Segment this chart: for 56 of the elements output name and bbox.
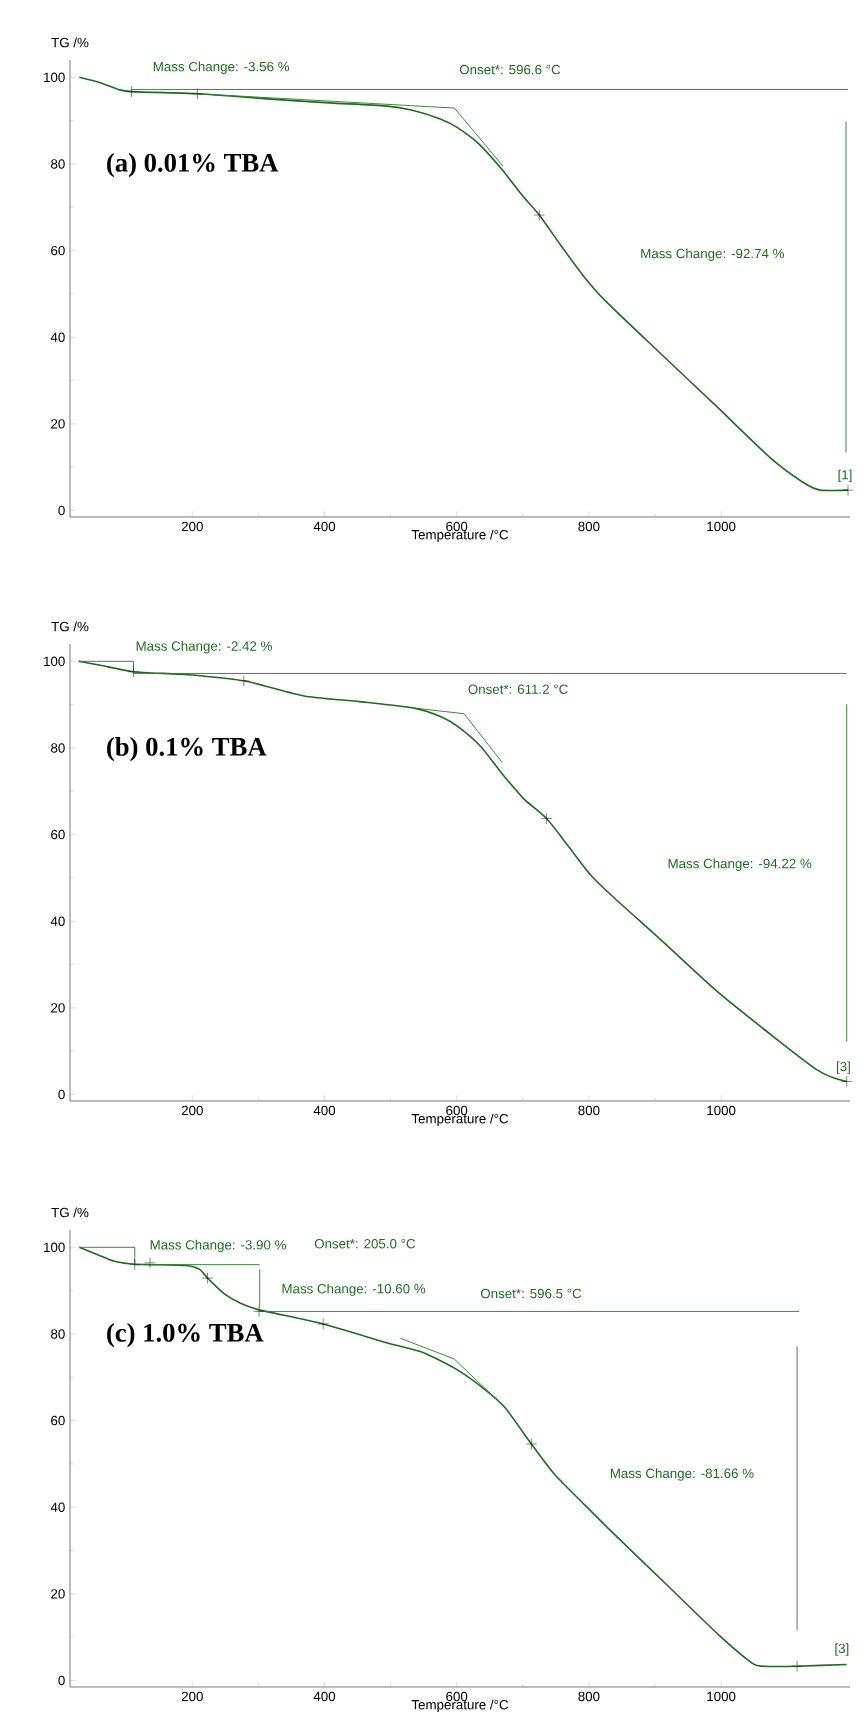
x-tick-label: 1000 bbox=[707, 521, 736, 532]
annotation: Mass Change: -81.66 % bbox=[610, 1468, 754, 1481]
annotation: Onset*: 596.5 °C bbox=[480, 1288, 582, 1299]
x-tick-label: 1000 bbox=[707, 1691, 736, 1702]
x-tick-label: 800 bbox=[578, 1691, 600, 1702]
annotation: Onset*: 596.6 °C bbox=[459, 64, 561, 75]
y-axis-title: TG /% bbox=[51, 621, 89, 632]
y-tick-label: 0 bbox=[58, 1675, 65, 1686]
x-tick-label: 600 bbox=[446, 1105, 468, 1116]
y-tick-label: 60 bbox=[51, 1415, 65, 1426]
y-tick-label: 100 bbox=[44, 1242, 65, 1253]
x-tick-label: 1000 bbox=[707, 1105, 736, 1116]
annotation: Mass Change: -3.56 % bbox=[153, 61, 290, 74]
annotation: Mass Change: -94.22 % bbox=[668, 858, 812, 871]
x-axis-title: Temperature /°C bbox=[411, 1699, 509, 1713]
annotation: Mass Change: -2.42 % bbox=[136, 640, 272, 654]
text: (b) 0.1% TBA bbox=[107, 737, 267, 762]
y-tick-label: 40 bbox=[50, 916, 65, 926]
annotation: Mass Change: -3.90 % bbox=[150, 1239, 286, 1253]
x-tick-label: 400 bbox=[313, 521, 336, 532]
x-tick-label: 600 bbox=[446, 1691, 468, 1702]
y-tick-label: 100 bbox=[44, 656, 65, 667]
x-tick-label: 200 bbox=[181, 521, 203, 532]
annotation: Mass Change: -92.74 % bbox=[641, 248, 785, 261]
y-tick-label: 20 bbox=[51, 419, 65, 429]
annotation: [3] bbox=[835, 1643, 849, 1656]
x-tick-label: 800 bbox=[578, 521, 600, 532]
x-tick-label: 200 bbox=[181, 1105, 203, 1116]
y-tick-label: 60 bbox=[51, 245, 65, 256]
x-tick-label: 200 bbox=[181, 1691, 203, 1702]
y-tick-label: 0 bbox=[58, 505, 65, 516]
y-tick-label: 80 bbox=[51, 159, 65, 169]
annotation: [3] bbox=[836, 1061, 850, 1074]
y-tick-label: 0 bbox=[58, 1089, 65, 1100]
y-tick-label: 40 bbox=[50, 1502, 65, 1512]
y-tick-label: 80 bbox=[51, 1329, 65, 1339]
annotation: Mass Change: -10.60 % bbox=[282, 1283, 426, 1297]
y-tick-label: 80 bbox=[51, 743, 65, 753]
text: (a) 0.01% TBA bbox=[107, 153, 279, 178]
annotation: Onset*: 611.2 °C bbox=[468, 684, 568, 694]
x-tick-label: 600 bbox=[446, 521, 468, 532]
x-tick-label: 400 bbox=[313, 1691, 336, 1702]
x-axis-title: Temperature /°C bbox=[411, 1113, 509, 1127]
x-axis-title: Temperature /°C bbox=[411, 529, 509, 543]
y-tick-label: 40 bbox=[50, 332, 65, 342]
annotation: Onset*: 205.0 °C bbox=[314, 1238, 416, 1249]
y-tick-label: 60 bbox=[51, 829, 65, 840]
x-tick-label: 400 bbox=[313, 1105, 336, 1116]
y-tick-label: 20 bbox=[51, 1003, 65, 1013]
y-axis-title: TG /% bbox=[51, 1207, 89, 1218]
y-axis-title: TG /% bbox=[51, 37, 89, 48]
y-tick-label: 20 bbox=[51, 1589, 65, 1599]
text: (c) 1.0% TBA bbox=[107, 1323, 264, 1348]
y-tick-label: 100 bbox=[44, 72, 65, 83]
annotation: [1] bbox=[838, 469, 852, 483]
x-tick-label: 800 bbox=[578, 1105, 600, 1116]
